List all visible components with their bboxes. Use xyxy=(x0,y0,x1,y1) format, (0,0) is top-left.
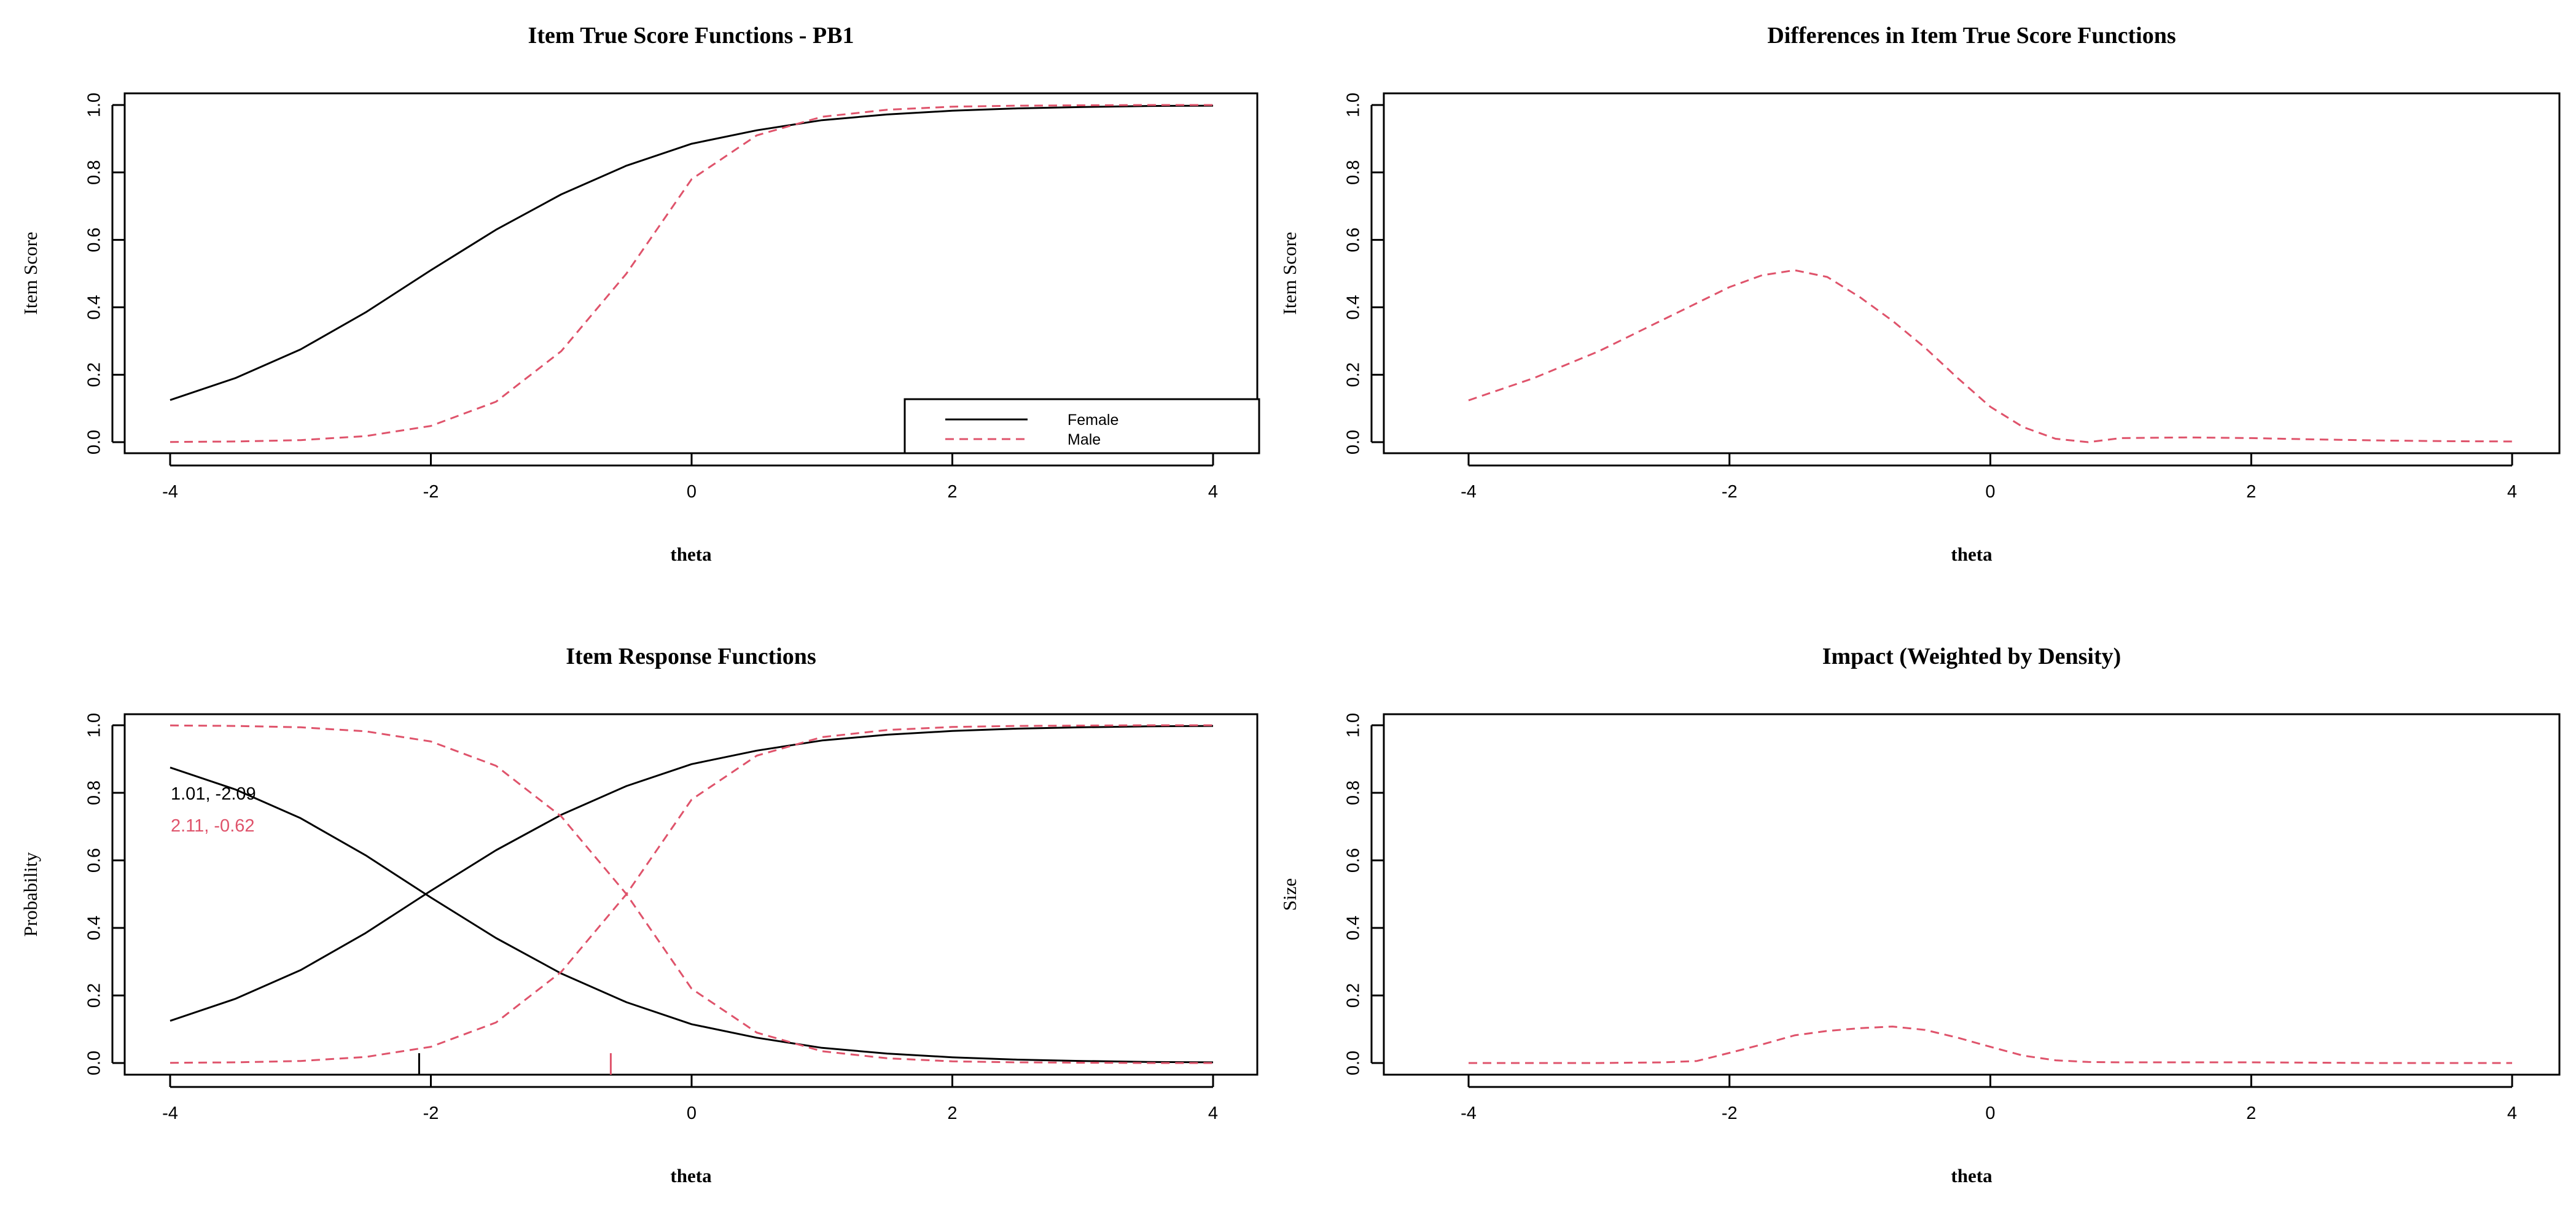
series-line-male-3 xyxy=(170,724,1213,1064)
series-line-difference-1 xyxy=(1468,269,2513,443)
x-tick-label: 4 xyxy=(1208,1104,1218,1123)
y-tick-label: 1.0 xyxy=(1344,713,1364,738)
x-tick-label: 4 xyxy=(2507,1104,2517,1123)
panel-4: Impact (Weighted by Density) -4 -2 0 2 4 0.0 0.… xyxy=(1279,644,2561,1186)
x-tick-label: -2 xyxy=(423,482,439,502)
y-tick-label: 1.0 xyxy=(85,713,104,738)
series-line-difference-1 xyxy=(1469,1026,2512,1064)
plot-frame xyxy=(1383,92,2561,454)
y-axis-label: Probability xyxy=(20,852,41,937)
y-tick-label: 0.8 xyxy=(85,781,104,805)
y-tick-label: 0.6 xyxy=(1344,227,1364,252)
chart-title: Impact (Weighted by Density) xyxy=(1822,644,2121,669)
x-tick-label: -4 xyxy=(1461,1104,1477,1123)
y-tick-label: 0.8 xyxy=(85,160,104,185)
y-tick-label: 0.2 xyxy=(1344,983,1364,1008)
x-tick-label: 4 xyxy=(2507,482,2517,502)
chart-title: Differences in Item True Score Functions xyxy=(1767,23,2176,49)
x-tick-label: 0 xyxy=(1985,1104,1995,1123)
x-tick-label: -2 xyxy=(1722,1104,1738,1123)
y-tick-label: 0.4 xyxy=(1344,295,1364,319)
y-tick-label: 0.6 xyxy=(85,848,104,873)
y-tick-label: 0.6 xyxy=(1344,848,1364,873)
x-tick-label: 0 xyxy=(687,1104,697,1123)
y-axis-label: Item Score xyxy=(20,232,41,314)
series-line-female-2 xyxy=(170,766,1214,1064)
panel-1: Item True Score Functions - PB1 -4 -2 0 2 4 0.… xyxy=(20,23,1260,565)
plot-frame xyxy=(123,713,1259,1076)
legend-box xyxy=(904,398,1260,454)
parameter-annotation: 2.11, -0.62 xyxy=(171,816,255,836)
plot-frame xyxy=(1383,713,2561,1076)
y-tick-label: 1.0 xyxy=(85,93,104,117)
y-axis-label: Size xyxy=(1279,878,1300,911)
y-tick-label: 0.4 xyxy=(85,916,104,940)
y-tick-label: 0.4 xyxy=(1344,916,1364,940)
chart-title: Item True Score Functions - PB1 xyxy=(528,23,854,49)
x-tick-label: -4 xyxy=(1461,482,1477,502)
y-tick-label: 0.2 xyxy=(85,362,104,387)
x-tick-label: -4 xyxy=(162,1104,178,1123)
y-tick-label: 0.4 xyxy=(85,295,104,319)
x-axis-label: theta xyxy=(670,1165,712,1186)
x-tick-label: -2 xyxy=(423,1104,439,1123)
series-line-female-1 xyxy=(170,725,1214,1022)
x-axis-label: theta xyxy=(1951,543,1992,565)
x-axis-label: theta xyxy=(670,543,712,565)
x-tick-label: 2 xyxy=(2246,482,2256,502)
y-tick-label: 0.8 xyxy=(1344,160,1364,185)
legend-label-female: Female xyxy=(1067,411,1118,429)
y-tick-label: 0.0 xyxy=(1344,1051,1364,1075)
series-line-male-4 xyxy=(170,724,1213,1064)
y-axis-label: Item Score xyxy=(1279,232,1300,314)
x-tick-label: 2 xyxy=(2246,1104,2256,1123)
x-tick-label: 0 xyxy=(687,482,697,502)
legend-label-male: Male xyxy=(1067,431,1101,448)
x-tick-label: 2 xyxy=(947,482,957,502)
x-axis-label: theta xyxy=(1951,1165,1992,1186)
y-tick-label: 0.0 xyxy=(1344,430,1364,454)
panel-2: Differences in Item True Score Functions… xyxy=(1279,23,2561,565)
y-tick-label: 1.0 xyxy=(1344,93,1364,117)
x-tick-label: 2 xyxy=(947,1104,957,1123)
x-tick-label: 4 xyxy=(1208,482,1218,502)
x-tick-label: -4 xyxy=(162,482,178,502)
series-line-female-1 xyxy=(170,104,1214,401)
y-tick-label: 0.0 xyxy=(85,1051,104,1075)
y-tick-label: 0.8 xyxy=(1344,781,1364,805)
y-tick-label: 0.0 xyxy=(85,430,104,454)
panel-3: Item Response Functions -4 -2 0 2 4 0.0 0.2 0.4 0… xyxy=(20,644,1259,1186)
y-tick-label: 0.2 xyxy=(1344,362,1364,387)
y-tick-label: 0.2 xyxy=(85,983,104,1008)
y-tick-label: 0.6 xyxy=(85,227,104,252)
x-tick-label: -2 xyxy=(1722,482,1738,502)
x-tick-label: 0 xyxy=(1985,482,1995,502)
parameter-annotation: 1.01, -2.09 xyxy=(171,784,256,804)
chart-title: Item Response Functions xyxy=(566,644,816,669)
series-line-male-2 xyxy=(170,104,1213,443)
